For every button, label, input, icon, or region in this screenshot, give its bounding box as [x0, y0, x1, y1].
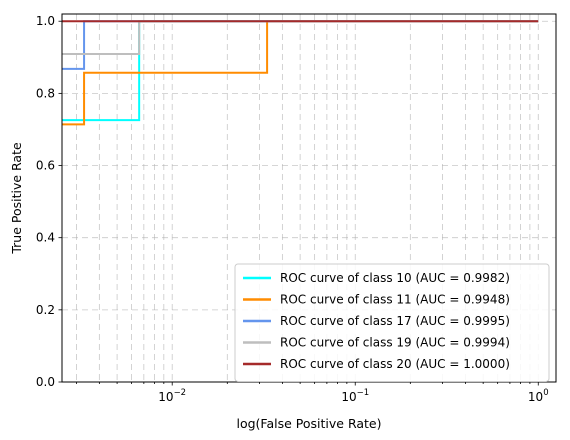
x-tick-label: 10−1	[341, 388, 369, 404]
y-tick-label: 0.4	[36, 231, 55, 245]
series-lines	[62, 20, 539, 126]
y-tick-label: 0.6	[36, 159, 55, 173]
legend-label: ROC curve of class 19 (AUC = 0.9994)	[280, 336, 510, 350]
axis-ticks: 10−2 10−1 100 0.0 0.2 0.4 0.6 0.8 1.0	[36, 14, 549, 404]
y-tick-label: 0.2	[36, 303, 55, 317]
y-axis-label: True Positive Rate	[9, 142, 24, 255]
x-tick-label: 10−2	[158, 388, 186, 404]
legend-label: ROC curve of class 17 (AUC = 0.9995)	[280, 314, 510, 328]
y-tick-label: 0.0	[36, 375, 55, 389]
y-tick-label: 0.8	[36, 86, 55, 100]
legend-box	[234, 263, 550, 382]
legend: ROC curve of class 10 (AUC = 0.9982) ROC …	[234, 263, 550, 382]
x-axis-label: log(False Positive Rate)	[237, 416, 382, 431]
x-tick-label: 100	[528, 388, 549, 404]
legend-label: ROC curve of class 11 (AUC = 0.9948)	[280, 293, 510, 307]
y-tick-label: 1.0	[36, 14, 55, 28]
legend-label: ROC curve of class 10 (AUC = 0.9982)	[280, 271, 510, 285]
legend-label: ROC curve of class 20 (AUC = 1.0000)	[280, 357, 510, 371]
